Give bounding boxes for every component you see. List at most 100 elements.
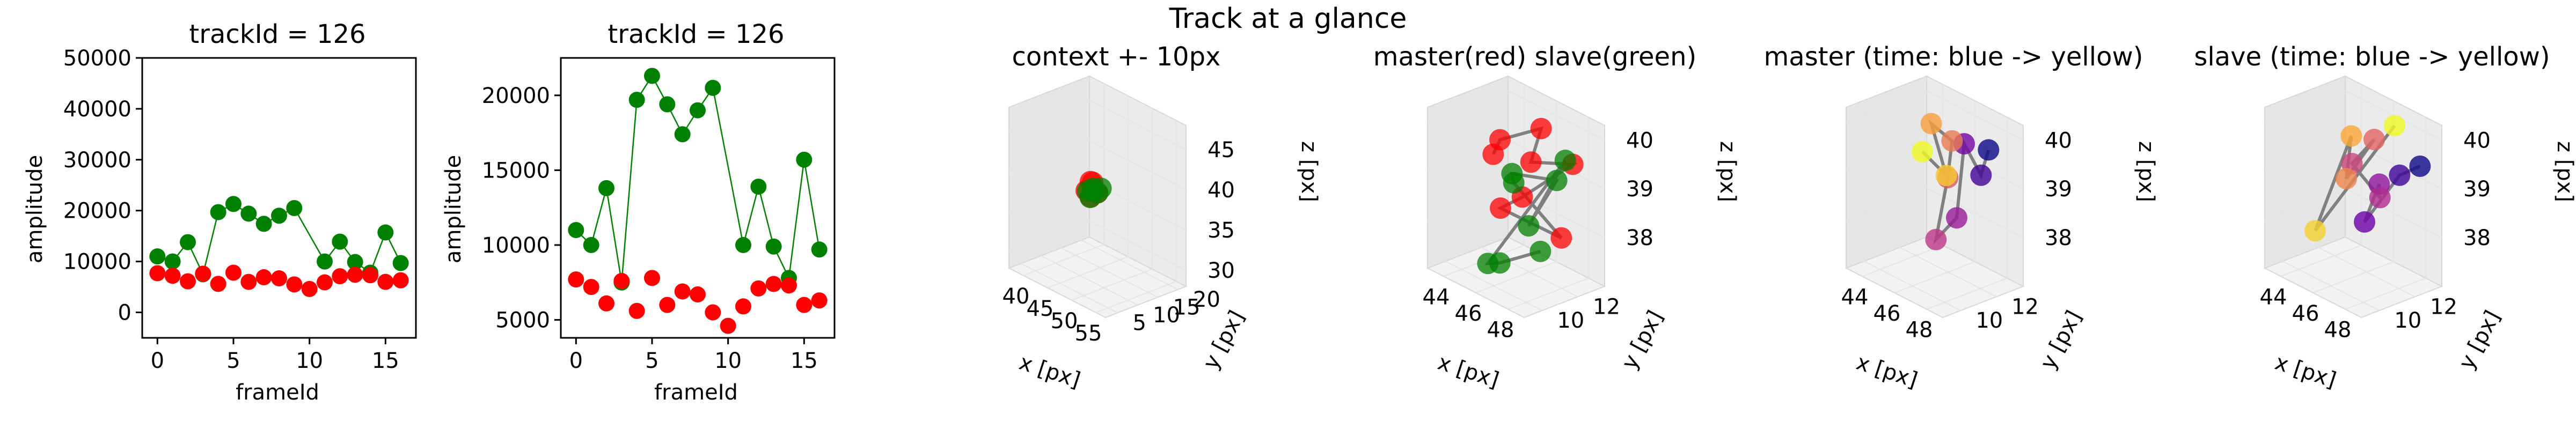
panel-2-series-2-point: [720, 317, 736, 334]
panel-3-slave-point: [1090, 177, 1112, 199]
panel-2-series-2-point: [811, 292, 828, 309]
panel-5-point: [1941, 130, 1963, 152]
panel-1-series-1-point: [317, 253, 333, 270]
panel-3-zlabel: z [px]: [1297, 141, 1321, 202]
panel-6-point: [2369, 187, 2391, 209]
panel-2-x-tick-label: 10: [714, 349, 742, 373]
panel-2-series-1-point: [811, 241, 828, 258]
panel-5-point: [1978, 139, 2000, 161]
panel-6-point: [2354, 211, 2375, 233]
panel-1-series-1-point: [164, 253, 181, 270]
panel-2-title: trackId = 126: [608, 19, 784, 49]
panel-3-x-tick-label: 55: [1075, 321, 1102, 346]
panel-4-track-line: [1484, 126, 1578, 265]
panel-6-x-tick-label: 44: [2260, 285, 2287, 309]
panel-4-slave-point: [1554, 150, 1576, 172]
panel-2-series-1-point: [765, 238, 782, 255]
panel-4-master-point: [1530, 117, 1552, 139]
panel-5-x-tick-label: 46: [1874, 301, 1901, 326]
panel-1-series-1-point: [332, 233, 348, 250]
panel-4-x-tick-label: 48: [1487, 318, 1514, 343]
panel-1-xlabel: frameId: [236, 380, 319, 405]
panel-6-y-gridline: [2282, 100, 2380, 312]
panel-1-series-2-point: [362, 267, 378, 284]
panel-2-series-2-point: [568, 271, 584, 288]
panel-4-z-tick-label: 40: [1626, 128, 1653, 153]
panel-2-series-2-point: [674, 283, 691, 300]
panel-2-series-1-point: [659, 96, 676, 113]
panel-5-title: master (time: blue -> yellow): [1764, 42, 2143, 72]
panel-1-series-2-point: [286, 276, 303, 293]
panel-1-series-2-point: [317, 274, 333, 291]
panel-2-x-tick-label: 0: [569, 349, 583, 373]
panel-3-z-gridline: [1008, 99, 1187, 150]
panel-2-y-tick-label: 20000: [482, 84, 550, 108]
panel-4-y-gridline: [1481, 86, 1578, 298]
panel-2-series-1-point: [735, 236, 751, 253]
panel-6-z-gridline: [2264, 90, 2442, 141]
panel-1-series-1-point: [240, 205, 257, 222]
panel-5-z-gridline: [1846, 187, 2024, 238]
panel-1-series-1-point: [271, 208, 287, 224]
panel-6-slave-time-3d: slave (time: blue -> yellow) x [px] y [p…: [2194, 42, 2576, 393]
panel-5-y-tick-label: 10: [1975, 308, 2003, 333]
panel-6-side-pane: [2264, 75, 2346, 269]
panel-2-series-2-point: [644, 270, 660, 286]
panel-3-x-gridline: [1071, 108, 1153, 301]
panel-1-series-2-point: [392, 272, 409, 289]
panel-1-y-tick-label: 0: [118, 301, 131, 326]
panel-5-point: [1946, 207, 1967, 229]
panel-4-x-gridline: [1507, 117, 1589, 310]
panel-5-master-time-3d: master (time: blue -> yellow) x [px] y […: [1764, 42, 2158, 393]
panel-6-z-tick-label: 38: [2463, 226, 2491, 250]
panel-4-slave-point: [1501, 162, 1523, 184]
panel-1-series-2-point: [240, 273, 257, 290]
panel-5-point: [1970, 164, 1992, 186]
panel-4-slave-point: [1546, 169, 1568, 191]
panel-1-series-2-point: [271, 270, 287, 286]
panel-1-series-2-point: [377, 273, 394, 290]
panel-1-series-1-line: [157, 203, 401, 277]
panel-6-y-tick-label: 12: [2430, 294, 2457, 319]
panel-4-slave-point: [1529, 240, 1552, 262]
panel-1-series-1-point: [149, 248, 166, 265]
panel-5-zlabel: z [px]: [2134, 141, 2158, 202]
panel-1-y-tick-label: 30000: [63, 148, 131, 173]
panel-1-series-1-point: [286, 199, 303, 216]
panel-4-slave-point: [1518, 215, 1540, 237]
panel-3-y-gridline: [1081, 79, 1179, 290]
panel-1-series-2-point: [332, 268, 348, 285]
panel-2-series-1-line: [575, 75, 820, 283]
panel-4-y-tick-label: 10: [1557, 308, 1584, 333]
panel-4-x-gridline: [1475, 101, 1557, 293]
panel-4-master-point: [1550, 227, 1572, 249]
panel-1-y-tick-label: 10000: [63, 250, 131, 275]
panel-2-amplitude-chart: trackId = 126 frameId amplitude 0 5 10 15 50…: [441, 19, 836, 405]
panel-4-master-point: [1489, 129, 1511, 151]
panel-6-point: [2389, 164, 2411, 186]
panel-4-xlabel: x [px]: [1435, 350, 1502, 393]
panel-1-series-2-point: [225, 264, 241, 281]
panel-6-title: slave (time: blue -> yellow): [2194, 42, 2550, 72]
panel-3-y-gridline: [1020, 102, 1118, 314]
figure-title: Track at a glance: [1169, 3, 1407, 35]
panel-6-point: [2384, 115, 2405, 137]
panel-3-x-gridline: [1023, 83, 1104, 276]
panel-3-x-tick-label: 40: [1002, 284, 1030, 309]
panel-1-plot-frame: [141, 57, 417, 339]
panel-2-y-tick-label: 15000: [482, 158, 550, 183]
panel-5-z-gridline: [1846, 90, 2024, 141]
panel-2-y-tick-label: 10000: [482, 233, 550, 258]
panel-3-z-tick-label: 45: [1208, 138, 1235, 162]
panel-2-series-1-point: [583, 236, 599, 253]
panel-6-y-tick-label: 10: [2394, 308, 2421, 333]
panel-3-x-gridline: [1095, 120, 1177, 313]
panel-2-y-tick-label: 5000: [495, 308, 550, 333]
panel-5-z-tick-label: 38: [2045, 226, 2072, 250]
panel-1-x-tick-label: 0: [151, 349, 164, 373]
panel-3-title: context +- 10px: [1012, 42, 1221, 72]
panel-2-x-tick-label: 15: [791, 349, 818, 373]
panel-1-series-1-point: [225, 196, 241, 212]
panel-3-y-tick-label: 5: [1133, 310, 1146, 335]
panel-2-series-1-point: [628, 92, 645, 108]
